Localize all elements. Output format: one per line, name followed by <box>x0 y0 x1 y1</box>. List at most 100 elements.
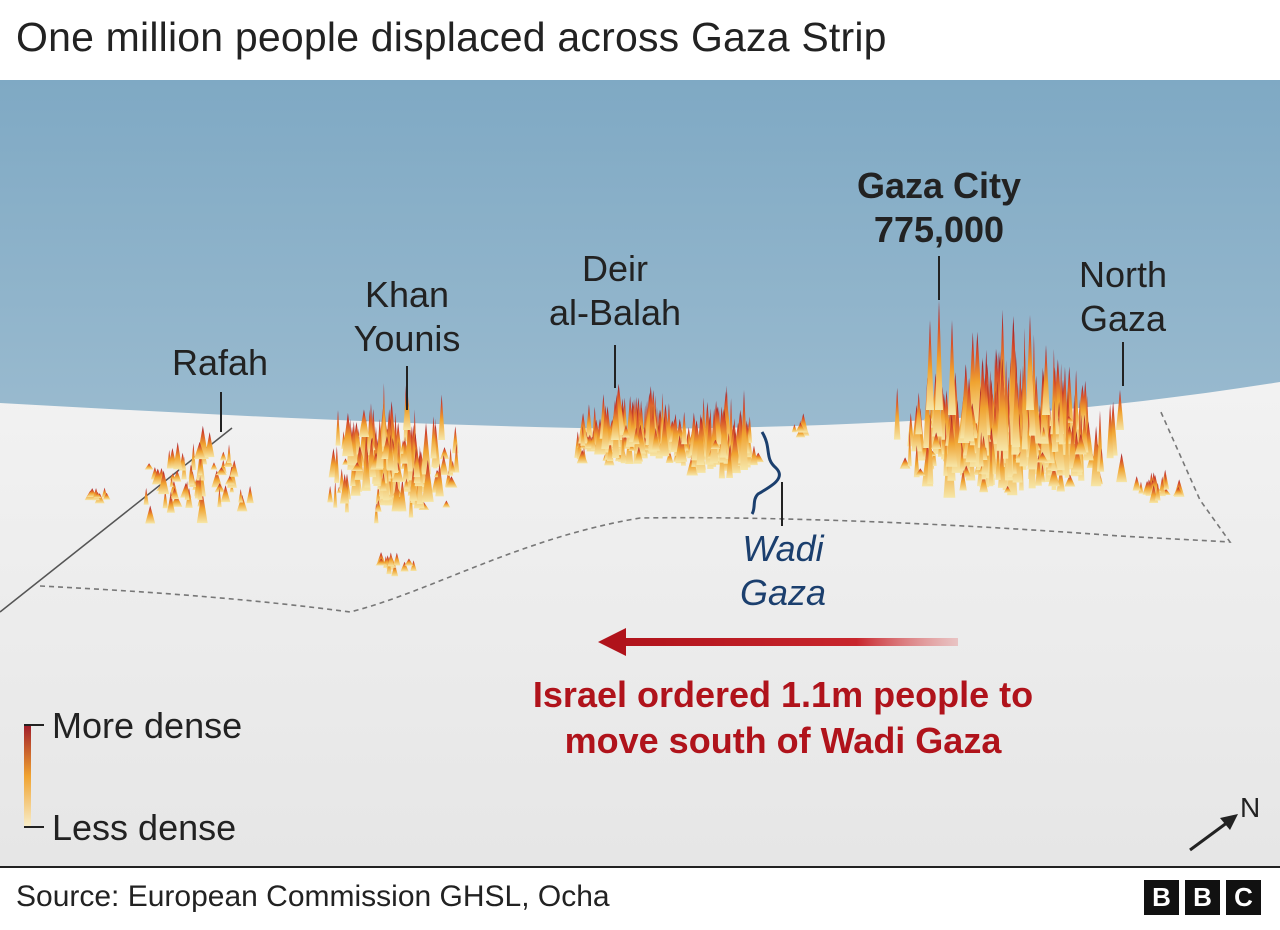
density-spike <box>246 485 254 504</box>
density-spike <box>747 416 753 443</box>
density-spike <box>393 552 401 566</box>
footer-divider <box>0 866 1280 868</box>
density-spike <box>923 377 932 448</box>
density-spike <box>409 467 418 501</box>
density-spike <box>438 394 445 440</box>
density-spike <box>1098 448 1105 472</box>
density-spike <box>364 449 371 488</box>
legend-more-dense: More dense <box>52 705 243 746</box>
density-spike <box>93 492 102 499</box>
density-spike <box>1071 447 1084 472</box>
density-spike <box>632 427 640 445</box>
density-spike <box>1035 454 1042 486</box>
density-peak <box>1116 390 1124 430</box>
density-spike <box>977 359 988 448</box>
density-spike <box>1068 424 1078 469</box>
density-spike <box>651 428 660 451</box>
density-spike <box>1074 434 1087 455</box>
density-spike <box>996 358 1009 451</box>
density-spike <box>380 472 387 491</box>
density-spike <box>995 442 1001 480</box>
density-spike <box>173 442 183 470</box>
density-spike <box>229 460 239 477</box>
density-spike <box>351 462 363 471</box>
density-spike <box>374 501 379 524</box>
density-peak <box>1026 315 1034 410</box>
legend-color-bar <box>24 724 31 828</box>
density-spike <box>1116 453 1128 483</box>
density-spike <box>404 478 409 489</box>
density-spike <box>143 487 149 505</box>
density-spike <box>795 422 806 432</box>
density-spike <box>358 409 370 437</box>
density-spike <box>226 444 232 464</box>
density-spike <box>590 429 596 451</box>
density-spike <box>169 477 174 488</box>
source-note: Source: European Commission GHSL, Ocha <box>16 880 610 913</box>
density-spike <box>1050 367 1060 435</box>
density-spike <box>1036 452 1049 463</box>
density-spike <box>342 412 354 457</box>
density-spike <box>400 561 409 572</box>
density-spike <box>617 451 622 461</box>
density-spike <box>991 405 999 444</box>
density-spike <box>1051 400 1057 452</box>
density-spike <box>184 481 190 500</box>
density-spike <box>453 443 460 473</box>
density-spike <box>339 473 350 504</box>
density-spike <box>170 494 183 507</box>
density-spike <box>729 429 741 474</box>
density-spike <box>214 483 225 493</box>
density-spike <box>893 387 901 440</box>
legend-less-dense: Less dense <box>52 807 237 848</box>
density-spike <box>354 445 365 480</box>
density-spike <box>225 475 235 485</box>
density-spike <box>144 463 154 470</box>
compass-arrow-icon <box>1189 820 1229 852</box>
density-spike <box>166 449 172 469</box>
density-spike <box>173 470 182 482</box>
density-spike <box>158 470 170 495</box>
land-plane <box>0 382 1280 866</box>
density-spike <box>204 432 215 458</box>
density-spike <box>1039 463 1046 483</box>
evacuation-arrow-shaft <box>620 638 958 646</box>
density-spike <box>381 383 386 447</box>
density-spike <box>1163 474 1168 490</box>
density-spike <box>1138 481 1144 494</box>
density-spike <box>382 439 388 484</box>
density-spike <box>907 430 912 467</box>
density-spike <box>696 413 705 465</box>
density-spike <box>1012 443 1017 474</box>
density-spike <box>634 424 646 454</box>
density-spike <box>440 447 449 460</box>
density-spike <box>210 462 218 470</box>
density-spike <box>430 416 437 459</box>
density-spike <box>684 433 691 457</box>
density-spike <box>719 408 727 458</box>
gaza-boundary <box>39 409 1232 613</box>
density-spike <box>193 441 206 460</box>
density-spike <box>162 489 168 509</box>
density-peak <box>948 320 956 415</box>
density-spike <box>601 405 610 449</box>
density-spike <box>335 410 341 446</box>
density-spike <box>1021 348 1028 450</box>
density-spike <box>391 563 399 577</box>
density-spike <box>402 436 408 464</box>
density-spike <box>665 450 674 464</box>
label-wadi-gaza: Wadi Gaza <box>739 528 827 613</box>
density-spike <box>236 494 248 512</box>
label-deir-al-balah: Deir al-Balah <box>548 248 682 333</box>
density-spike <box>963 377 975 442</box>
density-spike <box>439 455 449 475</box>
density-spike <box>435 463 444 497</box>
density-spike <box>421 459 434 502</box>
density-spikes <box>84 300 1185 577</box>
density-spike <box>404 558 414 566</box>
bbc-logo-letter: B <box>1144 880 1179 915</box>
density-spike <box>220 451 227 461</box>
density-spike <box>1007 416 1012 477</box>
bbc-logo-letter: C <box>1226 880 1261 915</box>
label-khan-younis: Khan Younis <box>353 274 461 359</box>
